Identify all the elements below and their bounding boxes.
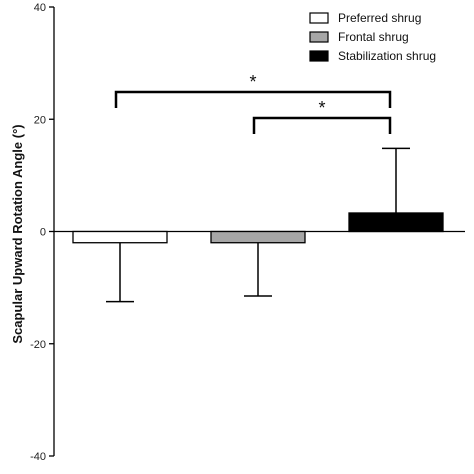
bars-group — [72, 147, 444, 303]
legend-label: Stabilization shrug — [338, 49, 436, 63]
significance-bracket — [114, 90, 392, 108]
y-axis-label: Scapular Upward Rotation Angle (°) — [10, 124, 25, 343]
y-tick-label: 20 — [34, 114, 46, 126]
significance-bracket — [252, 116, 392, 134]
y-tick-label: 40 — [34, 2, 46, 14]
bar — [348, 212, 444, 233]
significance-star: * — [318, 98, 325, 118]
y-tick-label: -20 — [30, 339, 46, 351]
legend-swatch — [309, 50, 329, 62]
legend-label: Frontal shrug — [338, 30, 409, 44]
bar — [210, 230, 306, 244]
legend-swatch — [309, 31, 329, 43]
legend-swatch — [309, 12, 329, 24]
legend-label: Preferred shrug — [338, 11, 421, 25]
significance-group: ** — [114, 72, 392, 134]
y-tick-label: 0 — [40, 227, 46, 239]
bar — [72, 230, 168, 244]
legend: Preferred shrug Frontal shrug Stabilizatio… — [309, 11, 436, 63]
significance-star: * — [249, 72, 256, 92]
y-tick-label: -40 — [30, 451, 46, 463]
